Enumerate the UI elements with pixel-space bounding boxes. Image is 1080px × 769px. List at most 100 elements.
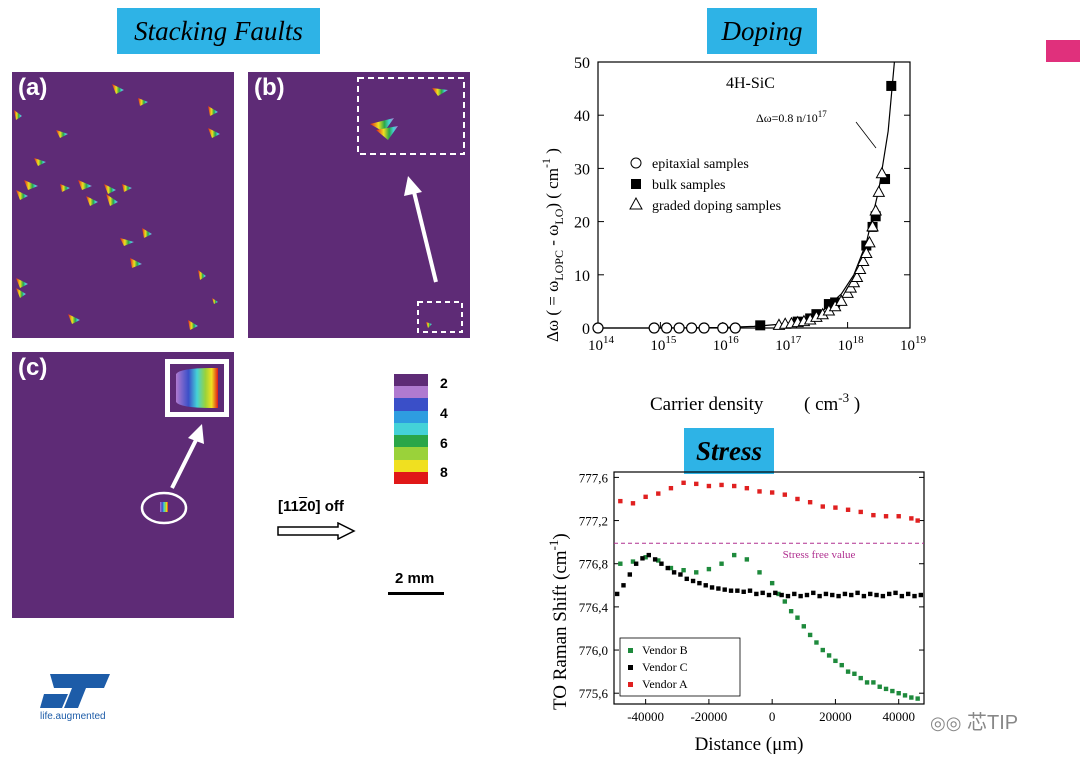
data-point-vendor-c (728, 588, 734, 593)
data-point-vendor-b (694, 570, 699, 575)
data-point-vendor-a (883, 514, 889, 519)
x-tick-label: 1014 (588, 334, 615, 354)
data-point-epitaxial (686, 322, 698, 334)
data-point-vendor-c (880, 593, 886, 599)
y-axis-label-text: Δω ( = ωLOPC - ωLO) ( cm-1 ) (539, 148, 566, 342)
source-box (417, 301, 463, 333)
y-tick-label: 0 (582, 321, 590, 338)
data-point-vendor-c (754, 591, 759, 597)
panel-b-label: (b) (254, 74, 285, 101)
data-point-vendor-b (782, 599, 788, 604)
colorbar-band (394, 374, 428, 387)
data-point-vendor-a (845, 507, 851, 512)
data-point-graded (835, 294, 848, 306)
data-point-graded (856, 254, 870, 266)
data-point-vendor-c (887, 591, 892, 597)
data-point-bulk (880, 174, 891, 185)
fault-zoomed (432, 88, 448, 96)
data-point-vendor-c (868, 591, 873, 597)
x-tick-label: 1017 (775, 334, 802, 354)
legend-marker (628, 682, 633, 687)
data-point-vendor-c (899, 593, 905, 599)
data-point-vendor-b (807, 632, 813, 638)
data-point-vendor-c (741, 589, 746, 594)
x-tick-label: 40000 (882, 709, 915, 724)
fault (208, 128, 220, 138)
fault (120, 238, 134, 246)
legend-label: Vendor A (642, 677, 688, 691)
legend-label: graded doping samples (652, 199, 781, 214)
data-point-vendor-b (769, 580, 775, 586)
data-point-vendor-b (845, 669, 851, 674)
legend-label: bulk samples (652, 178, 726, 193)
fault (34, 158, 46, 166)
data-point-vendor-b (883, 686, 889, 692)
fault (24, 180, 38, 190)
fault (16, 288, 26, 298)
data-point-vendor-b (890, 688, 895, 694)
x-axis-label: Distance (μm) (695, 734, 804, 755)
panel-a-label: (a) (18, 74, 48, 101)
data-point-vendor-b (877, 684, 882, 689)
data-point-vendor-c (804, 592, 810, 598)
fault (56, 130, 68, 138)
plot-frame (597, 61, 911, 329)
fault (188, 320, 198, 330)
data-point-vendor-a (915, 518, 920, 523)
data-point-vendor-c (640, 556, 645, 561)
data-point-graded (866, 219, 879, 232)
fault (60, 184, 70, 192)
y-axis-label: Δω ( = ωLOPC - ωLO) ( cm-1 ) (539, 148, 566, 342)
wechat-icon: ◎◎ (930, 713, 962, 733)
scale-bar (388, 592, 444, 595)
data-point-vendor-b (801, 624, 806, 629)
data-point-vendor-c (722, 587, 727, 592)
legend-marker (628, 648, 633, 653)
data-point-vendor-c (823, 591, 829, 597)
data-point-vendor-b (826, 653, 832, 658)
data-point-epitaxial (592, 322, 604, 334)
fault (14, 110, 22, 120)
colorbar-label-6: 6 (440, 435, 448, 451)
data-point-vendor-b (656, 558, 661, 563)
colorbar (394, 374, 428, 485)
data-point-bulk (886, 80, 897, 91)
colorbar-label-2: 2 (440, 375, 448, 391)
data-point-vendor-b (776, 591, 781, 597)
data-point-vendor-c (684, 576, 689, 582)
fault (208, 106, 218, 116)
y-tick-label: 40 (574, 108, 590, 125)
y-tick-label: 776,8 (579, 557, 608, 572)
stress-chart: 775,6 776,0 776,4 776,8 777,2 777,6 -40000 -200… (546, 470, 925, 755)
data-point-epitaxial (661, 322, 673, 334)
data-point-vendor-b (643, 555, 648, 560)
data-point-vendor-b (871, 680, 876, 685)
data-point-vendor-c (716, 586, 721, 591)
stress-title: Stress (684, 428, 774, 474)
panel-a-faults (14, 84, 220, 330)
data-point-vendor-a (807, 500, 813, 505)
data-point-graded (869, 203, 883, 216)
data-point-graded (872, 185, 886, 197)
stacking-faults-title: Stacking Faults (117, 8, 320, 54)
fault (212, 298, 218, 304)
data-point-vendor-a (744, 485, 750, 491)
data-point-vendor-c (779, 592, 784, 598)
x-tick-label: -20000 (690, 709, 727, 724)
doping-title: Doping (707, 8, 817, 54)
panel-c-zoom (140, 359, 229, 525)
data-point-vendor-c (830, 592, 835, 598)
data-point-graded (863, 235, 876, 248)
data-point-epitaxial (698, 322, 710, 334)
data-point-vendor-a (896, 514, 901, 519)
data-point-vendor-b (681, 567, 686, 573)
colorbar-band (394, 447, 428, 461)
data-point-vendor-c (627, 572, 633, 577)
data-point-vendor-a (795, 496, 800, 502)
panel-c: (c) (12, 352, 234, 618)
legend-label: Vendor B (642, 643, 688, 657)
data-point-vendor-b (706, 566, 712, 572)
data-point-vendor-a (656, 491, 661, 496)
data-point-vendor-b (839, 662, 844, 668)
data-point-vendor-b (902, 693, 908, 698)
